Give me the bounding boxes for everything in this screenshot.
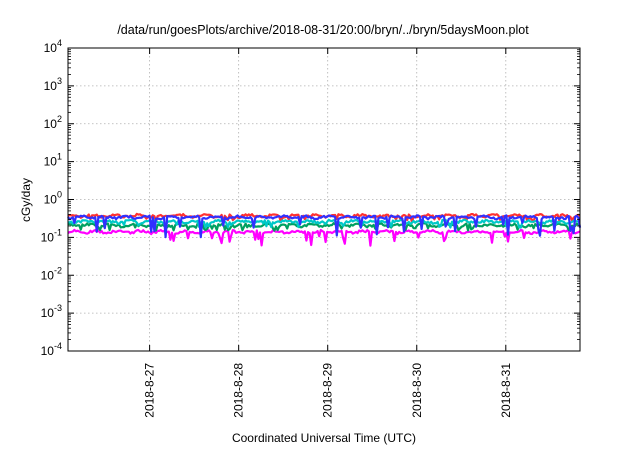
y-tick-label: 103 — [44, 76, 62, 93]
x-tick-label: 2018-8-30 — [410, 363, 424, 418]
x-tick-label: 2018-8-31 — [499, 363, 513, 418]
x-tick-label: 2018-8-28 — [232, 363, 246, 418]
series-line — [67, 228, 581, 247]
x-axis-label: Coordinated Universal Time (UTC) — [232, 431, 416, 445]
y-tick-label: 10-1 — [41, 227, 62, 244]
axis-ticks: 10-4 10-3 10-2 10-1 100 101 102 103 104 2018-8-27… — [41, 38, 580, 418]
x-tick-label: 2018-8-29 — [321, 363, 335, 418]
x-tick-label: 2018-8-27 — [143, 363, 157, 418]
chart-title: /data/run/goesPlots/archive/2018-08-31/2… — [117, 23, 529, 37]
y-tick-label: 101 — [44, 152, 62, 169]
y-axis-label: cGy/day — [19, 178, 33, 222]
y-tick-label: 104 — [44, 38, 62, 55]
grid-lines — [68, 48, 580, 351]
y-tick-label: 102 — [44, 114, 62, 131]
y-tick-label: 10-3 — [41, 303, 62, 320]
series-line — [67, 214, 582, 239]
y-tick-label: 100 — [44, 190, 62, 207]
y-tick-label: 10-4 — [41, 341, 62, 358]
series-lines — [67, 212, 582, 247]
y-tick-label: 10-2 — [41, 265, 62, 282]
